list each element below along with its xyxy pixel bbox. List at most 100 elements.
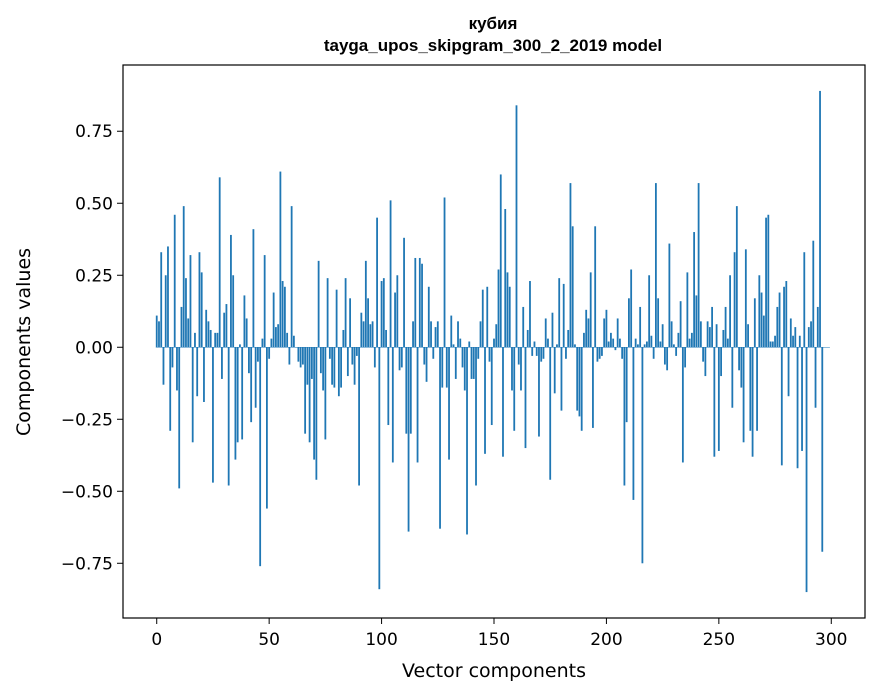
bar bbox=[794, 327, 797, 348]
bar bbox=[522, 306, 525, 348]
bar bbox=[484, 347, 486, 454]
bar bbox=[648, 275, 651, 348]
bar bbox=[214, 332, 217, 348]
bar bbox=[744, 249, 747, 348]
bar bbox=[369, 324, 372, 348]
bar bbox=[448, 347, 450, 460]
bar bbox=[805, 347, 808, 593]
bar bbox=[771, 341, 774, 348]
x-tick-label: 100 bbox=[365, 630, 397, 650]
bar bbox=[328, 347, 331, 359]
bar bbox=[266, 347, 268, 509]
bar bbox=[715, 324, 718, 348]
bar bbox=[659, 341, 662, 348]
bar bbox=[434, 327, 437, 348]
bar bbox=[666, 347, 669, 371]
bar bbox=[540, 347, 543, 362]
bar bbox=[400, 347, 403, 368]
bar bbox=[470, 347, 473, 379]
bar bbox=[778, 292, 781, 348]
bar bbox=[430, 321, 432, 348]
bar bbox=[358, 347, 360, 486]
bar bbox=[812, 240, 815, 348]
bar bbox=[194, 332, 196, 348]
bar bbox=[504, 209, 507, 348]
bar bbox=[511, 347, 513, 391]
bar bbox=[317, 260, 320, 348]
bar bbox=[409, 347, 412, 434]
bar bbox=[506, 272, 509, 348]
chart-subtitle: tayga_upos_skipgram_300_2_2019 model bbox=[324, 36, 662, 55]
bar bbox=[272, 292, 275, 348]
bar bbox=[616, 318, 619, 348]
bar bbox=[250, 347, 253, 423]
bar bbox=[319, 347, 322, 374]
bar bbox=[481, 289, 484, 348]
bar bbox=[283, 286, 286, 348]
bar bbox=[592, 347, 594, 428]
chart-title: кубия bbox=[469, 14, 518, 33]
bar bbox=[560, 347, 563, 411]
bar bbox=[216, 332, 219, 348]
bar bbox=[594, 226, 597, 348]
bar bbox=[549, 347, 552, 480]
bar bbox=[412, 321, 414, 348]
bar bbox=[436, 321, 439, 348]
bar bbox=[203, 347, 205, 402]
x-tick-label: 50 bbox=[258, 630, 280, 650]
bar bbox=[717, 347, 720, 451]
bar bbox=[391, 347, 394, 463]
bar bbox=[398, 347, 401, 371]
bar bbox=[367, 298, 369, 348]
bar bbox=[567, 329, 570, 348]
bar bbox=[538, 347, 540, 437]
bar bbox=[810, 321, 812, 348]
bar bbox=[297, 347, 300, 362]
bar bbox=[281, 281, 284, 348]
bar bbox=[695, 295, 698, 348]
y-tick-label: 0.00 bbox=[75, 338, 113, 358]
bar bbox=[221, 347, 223, 379]
bar bbox=[468, 341, 471, 348]
bar bbox=[337, 347, 340, 397]
bar bbox=[639, 306, 642, 348]
bar bbox=[670, 321, 673, 348]
bar bbox=[376, 217, 378, 348]
bar bbox=[789, 318, 792, 348]
bar bbox=[461, 347, 464, 368]
bar bbox=[601, 347, 603, 356]
y-tick-label: −0.25 bbox=[61, 410, 113, 430]
bar bbox=[443, 197, 446, 348]
bar bbox=[261, 338, 264, 348]
bar bbox=[726, 338, 729, 348]
bar bbox=[569, 183, 572, 348]
y-tick-label: 0.75 bbox=[75, 122, 113, 142]
bar bbox=[185, 278, 187, 348]
bar bbox=[167, 246, 169, 348]
x-tick-label: 250 bbox=[703, 630, 735, 650]
x-tick-label: 200 bbox=[590, 630, 622, 650]
bar bbox=[765, 217, 767, 348]
bar bbox=[713, 347, 716, 457]
bar bbox=[589, 272, 592, 348]
bar bbox=[450, 315, 453, 348]
bar bbox=[544, 318, 547, 348]
bar bbox=[672, 344, 675, 348]
bar bbox=[502, 347, 504, 457]
bar bbox=[542, 347, 545, 359]
bar bbox=[346, 347, 349, 377]
bar bbox=[565, 347, 567, 359]
bar bbox=[699, 321, 702, 348]
bar bbox=[432, 347, 435, 359]
bar bbox=[747, 324, 749, 348]
bar bbox=[243, 295, 246, 348]
bar bbox=[693, 232, 696, 348]
bar bbox=[371, 321, 374, 348]
bar bbox=[475, 347, 477, 486]
bar bbox=[306, 347, 309, 385]
bar bbox=[742, 347, 745, 443]
bar bbox=[776, 306, 779, 348]
bar bbox=[610, 332, 612, 348]
bar bbox=[466, 347, 468, 535]
bar bbox=[223, 312, 226, 348]
